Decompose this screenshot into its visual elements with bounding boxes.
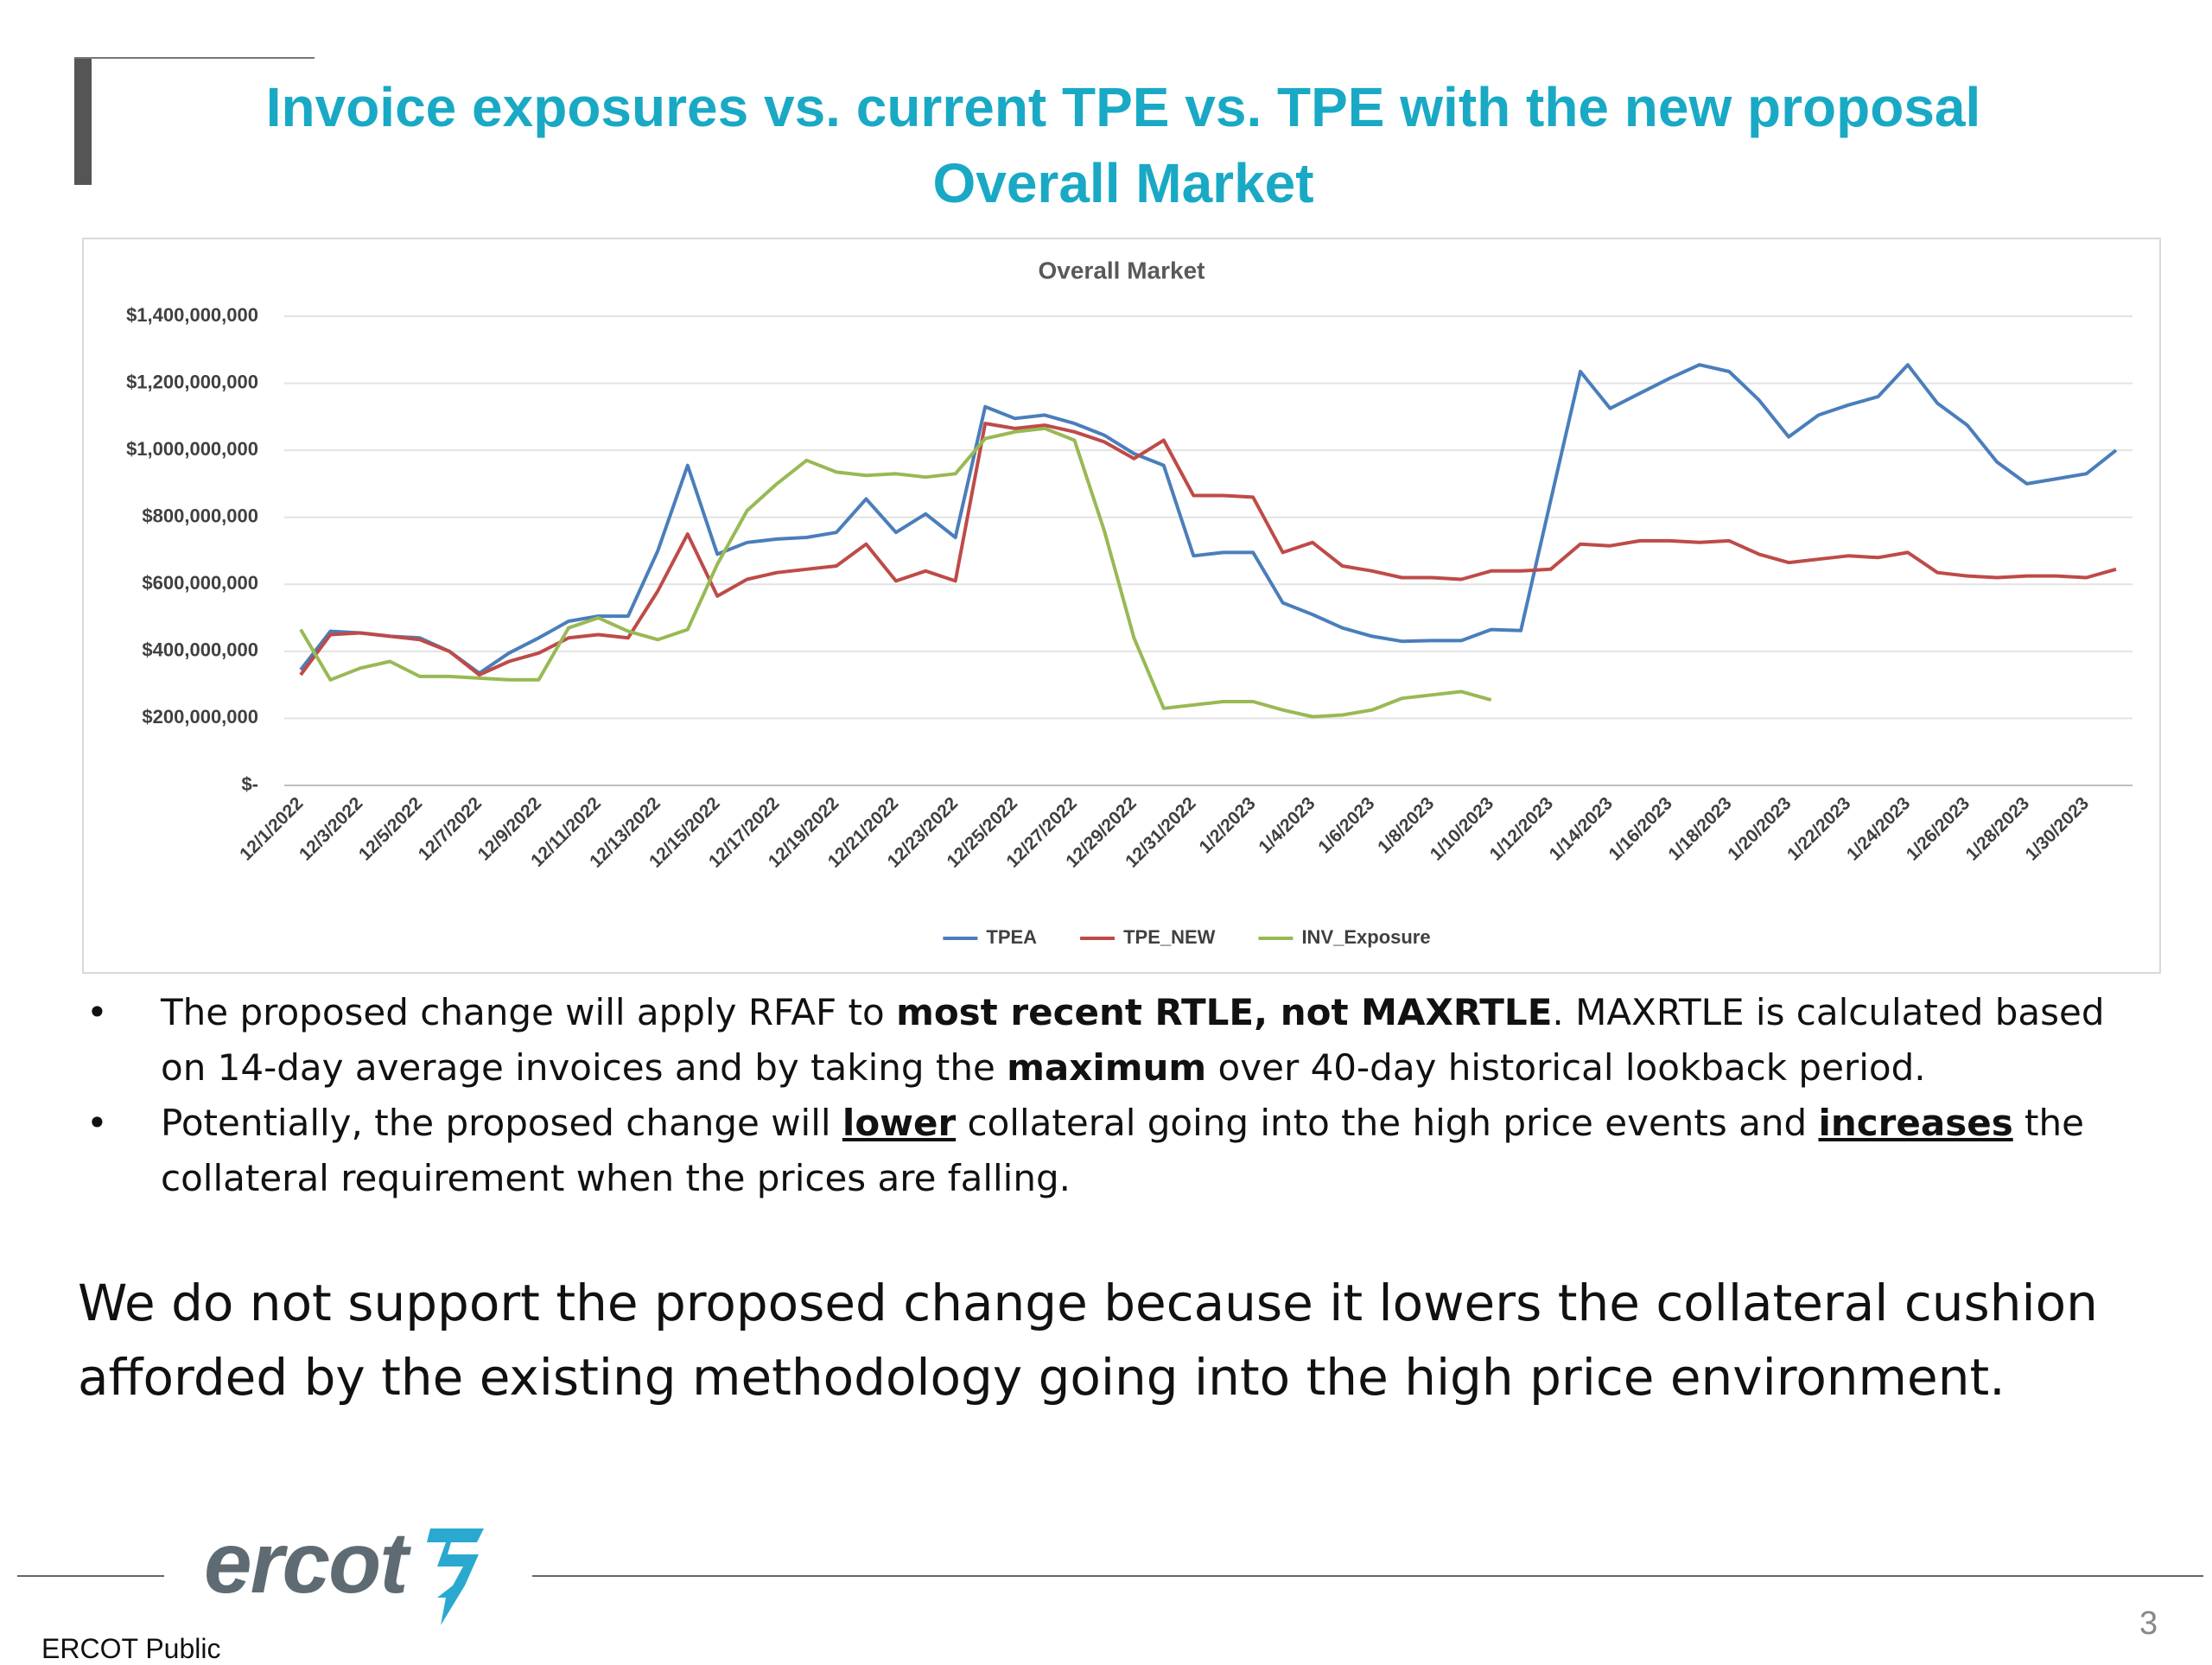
text: most recent RTLE, not MAXRTLE [896, 991, 1553, 1033]
title-rule [74, 57, 315, 59]
series-line [299, 422, 2117, 677]
title-bar [74, 57, 92, 185]
text: The proposed change will apply RFAF to [161, 991, 897, 1033]
slide-subtitle: Overall Market [932, 152, 1314, 214]
bullet: The proposed change will apply RFAF to m… [86, 985, 2126, 1096]
conclusion: We do not support the proposed change be… [78, 1274, 2098, 1407]
text: over 40-day historical lookback period. [1206, 1046, 1926, 1089]
text: lower [842, 1102, 957, 1144]
logo-bolt [427, 1528, 484, 1586]
legend-label: TPE_NEW [1123, 926, 1216, 948]
chart-frame [82, 238, 2161, 974]
chart-title: Overall Market [1039, 257, 1205, 283]
text: the collateral requirement when the pric… [161, 1102, 2084, 1199]
y-tick-label: $- [241, 773, 258, 795]
text: . MAXRTLE is calculated based on 14-day … [161, 991, 2105, 1089]
text: Potentially, the proposed change will [161, 1102, 842, 1144]
series-line [299, 426, 1492, 719]
y-tick-label: $1,200,000,000 [126, 371, 258, 392]
footer-label: ERCOT Public [41, 1633, 221, 1664]
legend-label: INV_Exposure [1301, 926, 1430, 948]
y-tick-label: $200,000,000 [142, 706, 258, 728]
legend-label: TPEA [986, 926, 1037, 948]
y-tick-label: $1,400,000,000 [126, 304, 258, 326]
slide-title: Invoice exposures vs. current TPE vs. TP… [265, 76, 1981, 138]
y-tick-label: $400,000,000 [142, 639, 258, 661]
y-tick-label: $1,000,000,000 [126, 438, 258, 460]
series-line [299, 363, 2118, 676]
y-tick-label: $600,000,000 [142, 572, 258, 594]
text: increases [1818, 1102, 2013, 1144]
bullet: Potentially, the proposed change will lo… [86, 1096, 2126, 1206]
logo-bolt [437, 1586, 465, 1625]
footer-rule [17, 1575, 164, 1577]
text: collateral going into the high price eve… [956, 1102, 1819, 1144]
y-tick-label: $800,000,000 [142, 505, 258, 527]
logo-text: ercot [204, 1515, 409, 1611]
page-number: 3 [2139, 1605, 2158, 1642]
logo-mark [427, 1528, 484, 1625]
bullet-list: The proposed change will apply RFAF to m… [86, 985, 2126, 1206]
text: maximum [1007, 1046, 1207, 1089]
footer-rule [532, 1575, 2203, 1577]
